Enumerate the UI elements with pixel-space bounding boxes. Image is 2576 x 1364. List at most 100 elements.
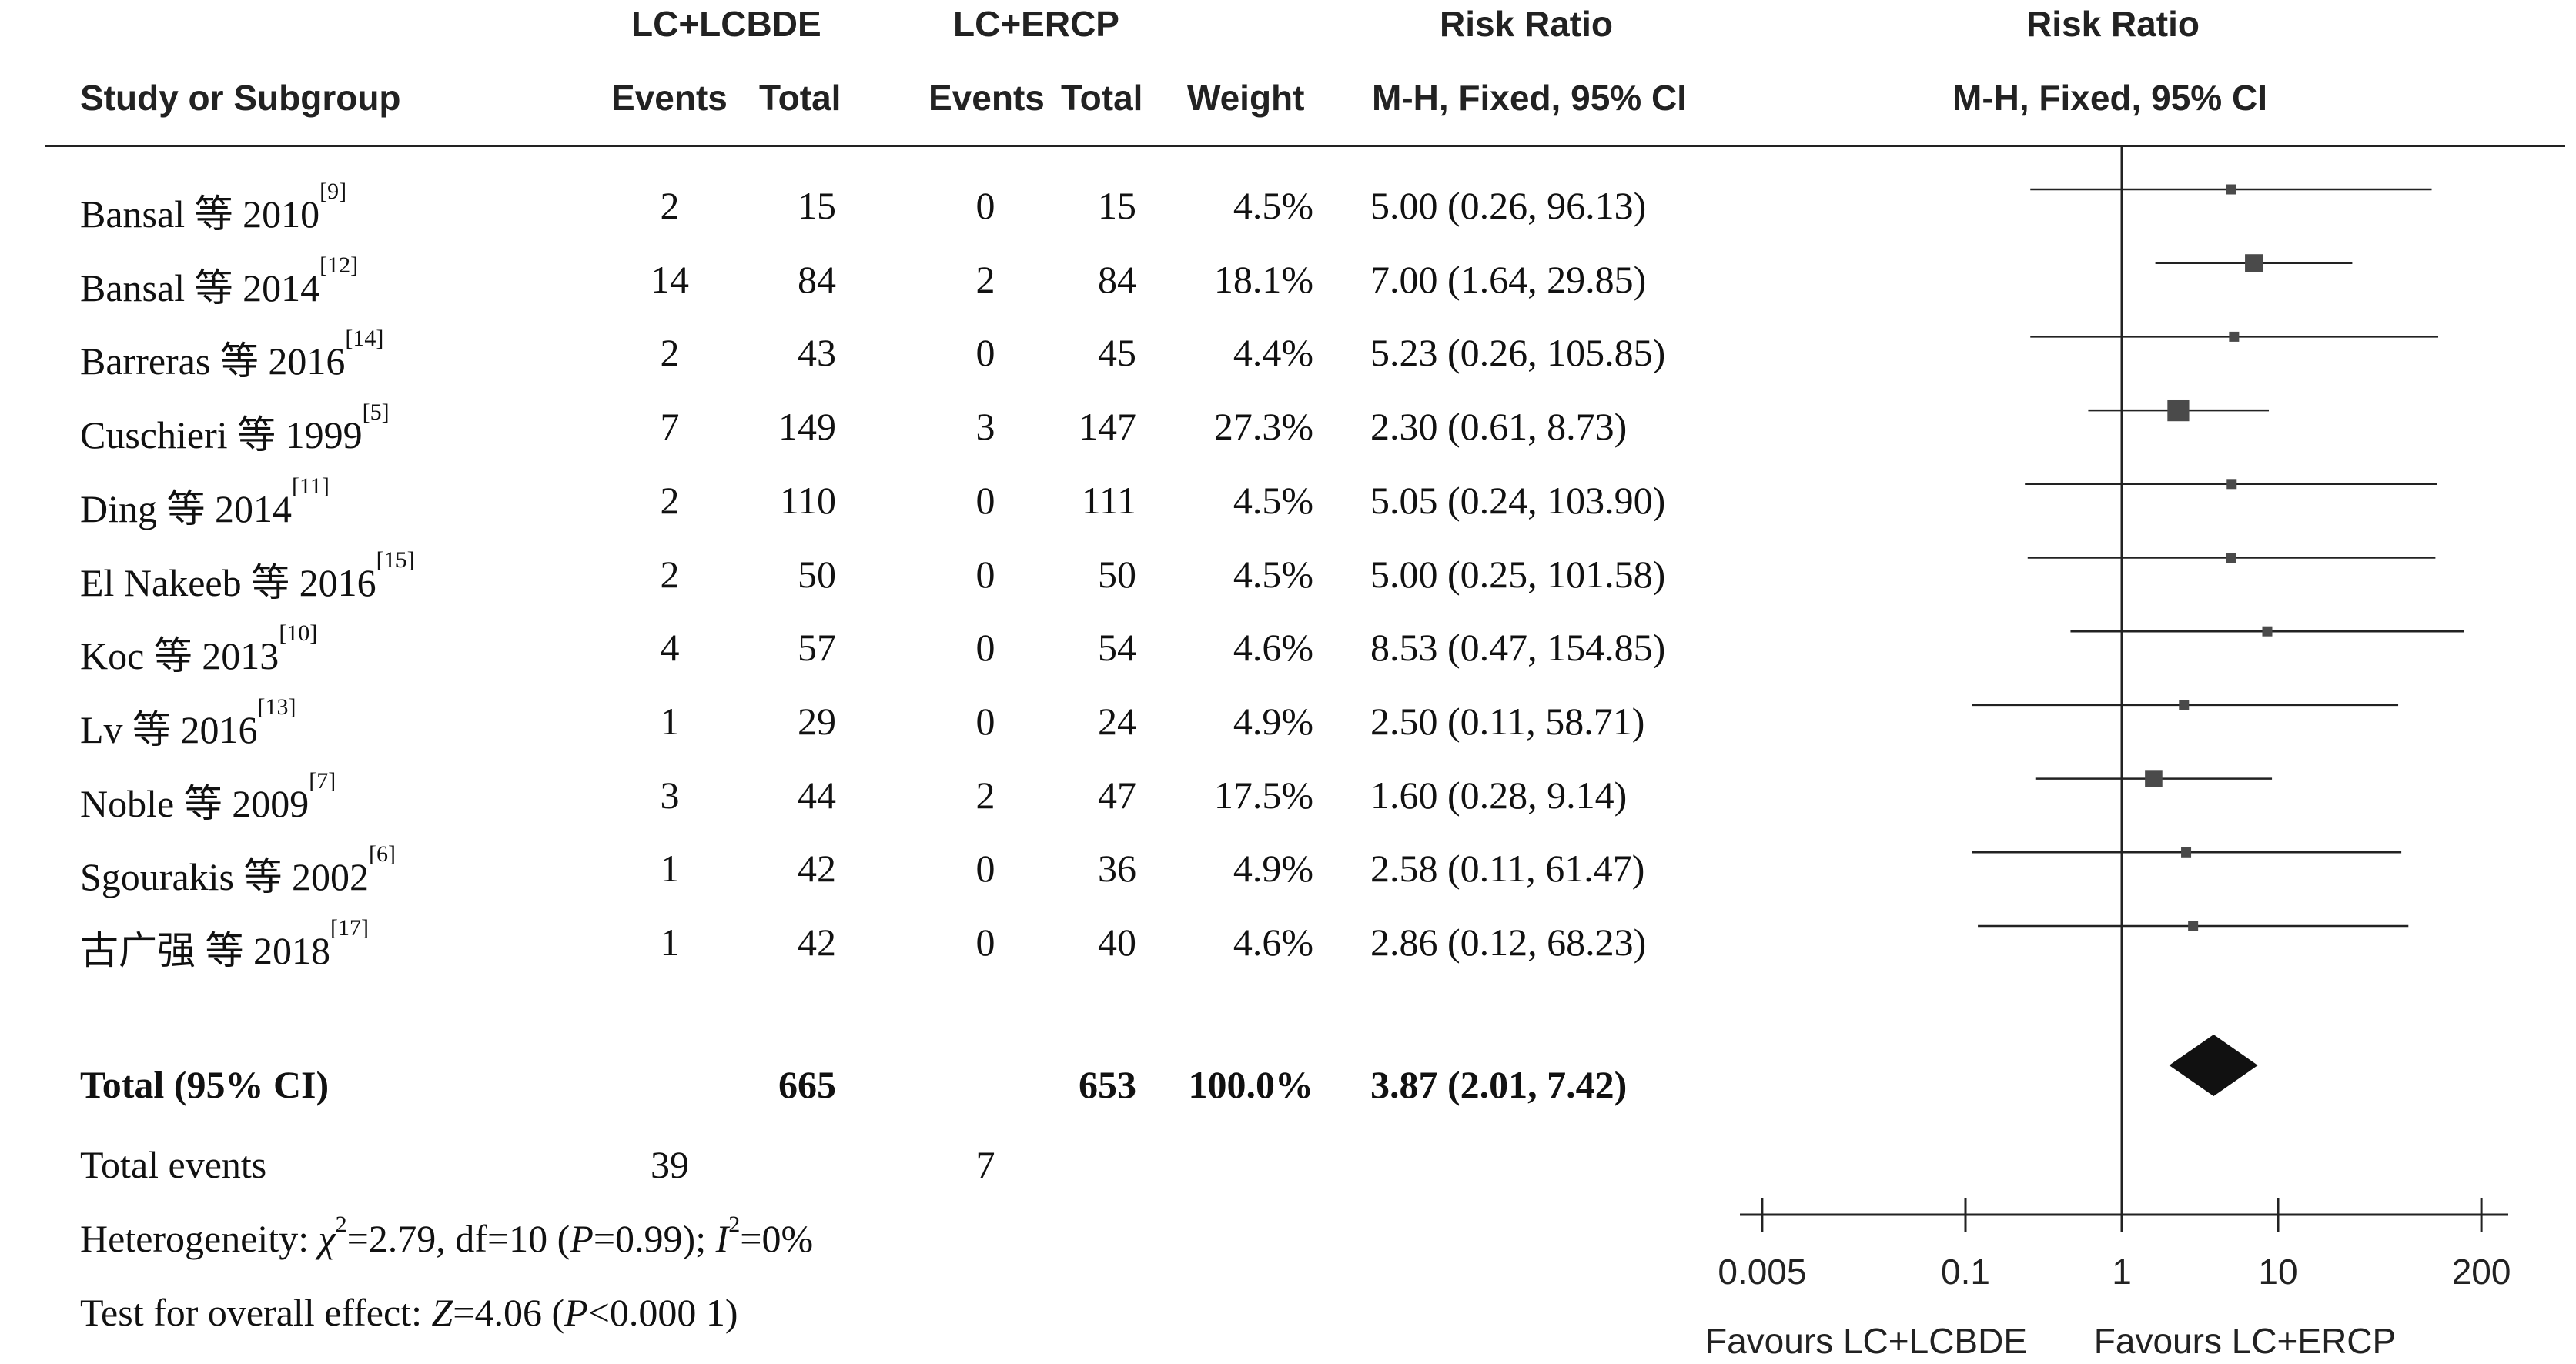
events1-cell: 7 [660,405,680,448]
chi-value: =2.79, df=10 ( [346,1217,570,1260]
study-name-text: Noble 等 2009 [80,782,309,825]
effect-marker [2145,770,2163,787]
weight-cell: 4.9% [1233,847,1313,890]
events1-cell: 14 [651,258,689,301]
total2-cell: 50 [1098,553,1136,596]
ci-cell: 2.30 (0.61, 8.73) [1370,405,1628,448]
total2-cell: 147 [1079,405,1136,448]
study-reference: [12] [319,252,359,278]
study-name: Lv 等 2016[13] [80,694,296,754]
study-reference: [10] [279,620,318,646]
total2-cell: 111 [1081,479,1136,522]
study-reference: [9] [319,179,347,204]
heterogeneity-text: Heterogeneity: χ2=2.79, df=10 (P=0.99); … [80,1212,814,1260]
weight-cell: 18.1% [1213,258,1313,301]
events1-cell: 1 [660,700,680,743]
effect-marker [2226,184,2236,195]
study-name: Noble 等 2009[7] [80,768,336,828]
events2-cell: 0 [975,331,995,374]
header-rule [45,145,2565,147]
total1-cell: 50 [798,553,836,596]
study-name-text: Cuschieri 等 1999 [80,413,363,456]
rr-method-header: M-H, Fixed, 95% CI [1372,78,1687,118]
effect-marker [2179,700,2190,710]
overall-p-symbol: P [564,1291,588,1334]
overall-p-value: <0.000 1) [587,1291,738,1334]
total2-cell: 54 [1098,626,1136,669]
weight-cell: 4.5% [1233,479,1313,522]
study-reference: [11] [292,473,330,499]
study-reference: [5] [362,400,390,425]
study-name: El Nakeeb 等 2016[15] [80,547,415,607]
ci-cell: 5.00 (0.26, 96.13) [1370,184,1647,227]
total1-cell: 149 [778,405,836,448]
study-reference: [13] [257,694,296,720]
study-name-text: Bansal 等 2014 [80,266,320,309]
total1-cell: 15 [798,184,836,227]
total2-cell: 45 [1098,331,1136,374]
plot-title-header: Risk Ratio [2026,4,2200,44]
ci-cell: 2.58 (0.11, 61.47) [1370,847,1645,890]
events1-header: Events [611,78,728,118]
study-name: Sgourakis 等 2002[6] [80,841,396,901]
total1-cell: 42 [798,921,836,964]
group1-header: LC+LCBDE [631,4,821,44]
i-value: =0% [740,1217,814,1260]
total-events-label: Total events [80,1143,267,1186]
ci-cell: 1.60 (0.28, 9.14) [1370,774,1628,817]
events1-cell: 1 [660,921,680,964]
effect-marker [2167,399,2190,422]
p-value: =0.99); [593,1217,716,1260]
events1-cell: 3 [660,774,680,817]
x-axis-tick-label: 200 [2452,1252,2511,1292]
study-reference: [14] [345,326,384,351]
weight-cell: 4.9% [1233,700,1313,743]
overall-effect-text: Test for overall effect: Z=4.06 (P<0.000… [80,1290,738,1335]
events2-cell: 0 [975,626,995,669]
ci-cell: 2.50 (0.11, 58.71) [1370,700,1645,743]
x-axis-tick-label: 10 [2258,1252,2297,1292]
pooled-diamond [2169,1035,2258,1096]
effect-marker [2229,331,2240,342]
total2-header: Total [1061,78,1143,118]
total-t2: 653 [1079,1063,1136,1106]
events2-cell: 0 [975,553,995,596]
events2-cell: 0 [975,847,995,890]
total2-cell: 84 [1098,258,1136,301]
study-header: Study or Subgroup [80,78,401,118]
x-axis-tick-label: 1 [2112,1252,2132,1292]
study-reference: [7] [309,768,336,794]
weight-cell: 17.5% [1213,774,1313,817]
study-reference: [17] [330,915,369,941]
x-axis-tick-label: 0.005 [1718,1252,1806,1292]
events2-cell: 2 [975,258,995,301]
p-symbol: P [570,1217,594,1260]
ci-cell: 8.53 (0.47, 154.85) [1370,626,1666,669]
study-name-text: Sgourakis 等 2002 [80,855,369,898]
total1-header: Total [759,78,841,118]
study-name-text: Bansal 等 2010 [80,192,320,236]
total1-cell: 43 [798,331,836,374]
effect-marker [2188,921,2199,931]
i-symbol: I [715,1217,729,1260]
events1-cell: 2 [660,479,680,522]
effect-marker [2245,254,2263,272]
total-label: Total (95% CI) [80,1063,330,1106]
weight-cell: 4.5% [1233,184,1313,227]
ci-cell: 7.00 (1.64, 29.85) [1370,258,1647,301]
total2-cell: 24 [1098,700,1136,743]
total1-cell: 42 [798,847,836,890]
z-symbol: Z [431,1291,453,1334]
weight-header: Weight [1187,78,1305,118]
total-events-e2: 7 [975,1143,995,1186]
study-name-text: Lv 等 2016 [80,708,258,751]
weight-cell: 4.4% [1233,331,1313,374]
weight-cell: 27.3% [1213,405,1313,448]
study-name: Bansal 等 2014[12] [80,252,358,313]
total1-cell: 110 [779,479,836,522]
study-name-text: Koc 等 2013 [80,634,279,677]
study-name: Cuschieri 等 1999[5] [80,400,390,460]
chi-symbol: χ [318,1217,336,1260]
group2-header: LC+ERCP [953,4,1119,44]
